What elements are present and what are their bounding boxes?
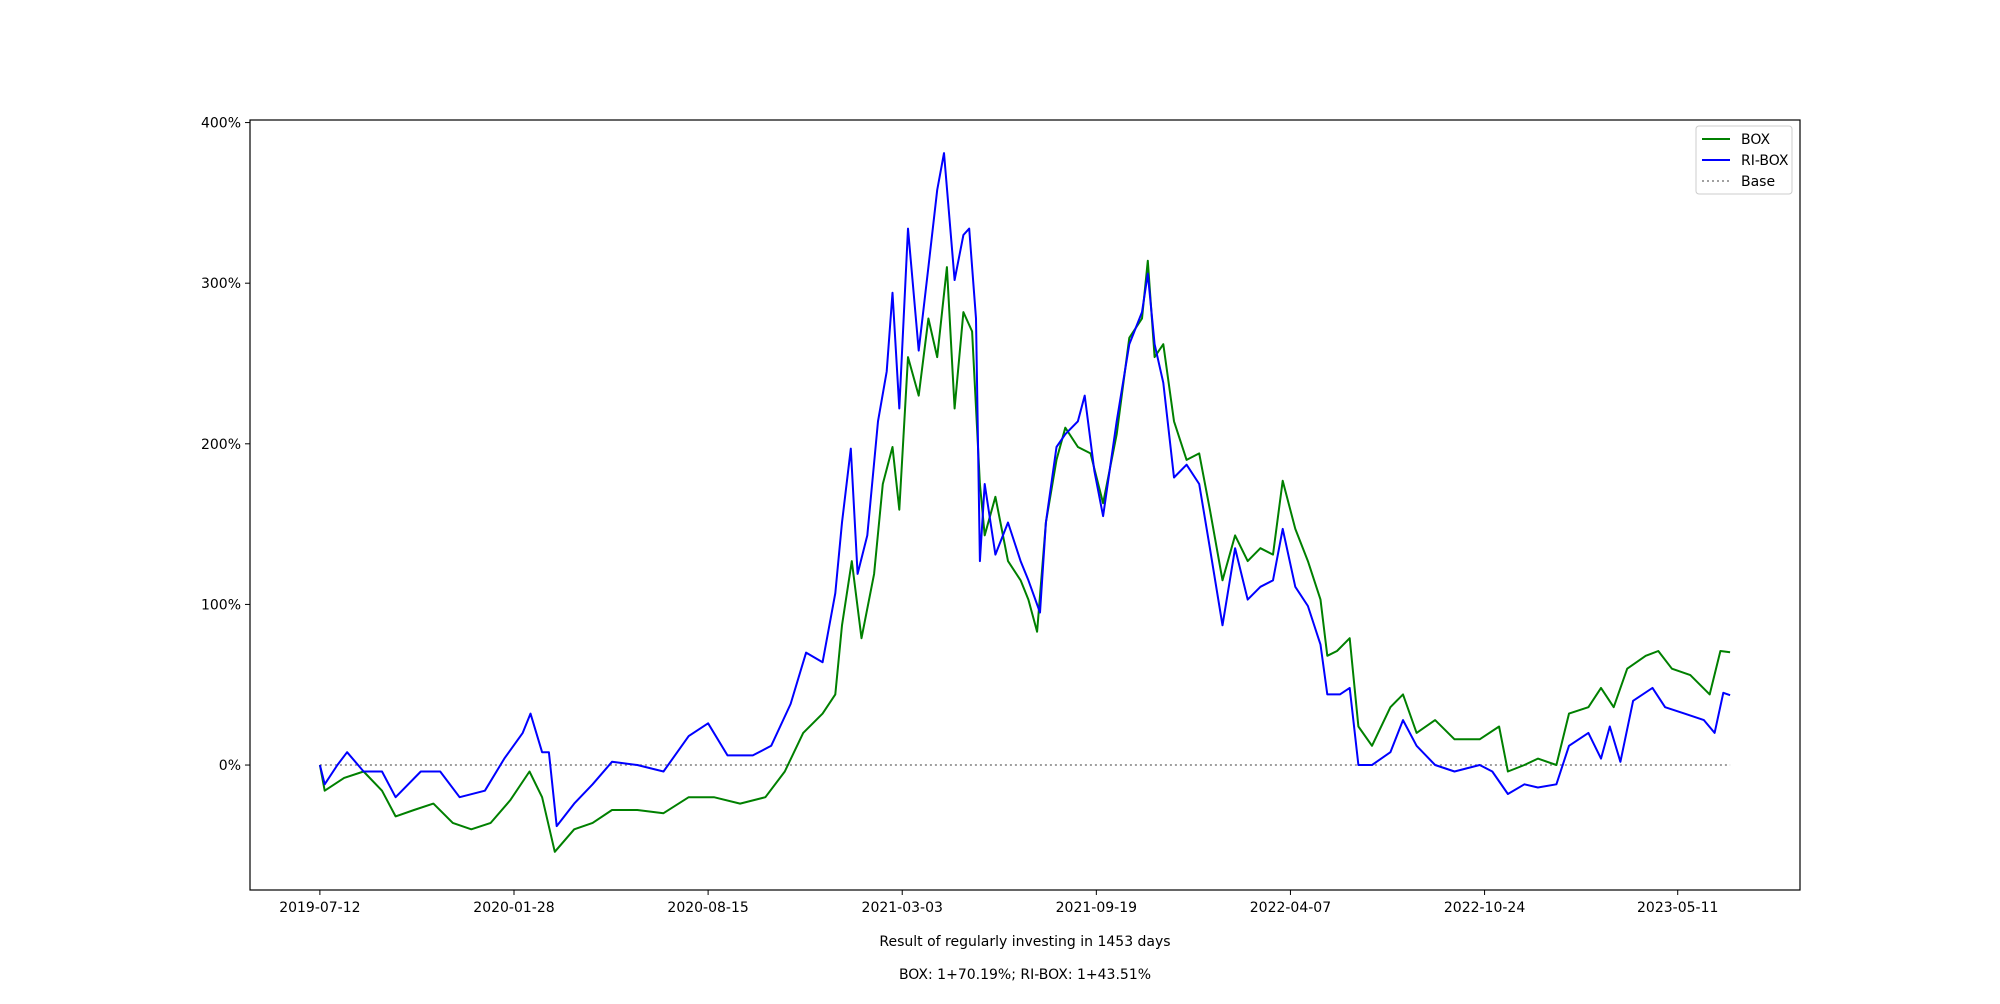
legend-label-box: BOX: [1741, 132, 1770, 148]
x-tick-label: 2022-10-24: [1444, 900, 1525, 916]
legend-label-ri-box: RI-BOX: [1741, 153, 1789, 169]
legend-label-base: Base: [1741, 174, 1775, 190]
y-tick-label: 300%: [201, 276, 241, 292]
x-tick-label: 2023-05-11: [1637, 900, 1718, 916]
y-tick-label: 400%: [201, 116, 241, 132]
x-tick-label: 2021-03-03: [862, 900, 943, 916]
axes-frame: [249, 119, 1801, 891]
x-tick-label: 2022-04-07: [1250, 900, 1331, 916]
x-axis-label: Result of regularly investing in 1453 da…: [879, 934, 1170, 950]
y-tick-label: 100%: [201, 597, 241, 613]
y-tick-label: 200%: [201, 437, 241, 453]
x-tick-label: 2021-09-19: [1056, 900, 1137, 916]
x-tick-label: 2020-01-28: [473, 900, 554, 916]
series-line-ri-box: [318, 152, 1731, 828]
y-tick-label: 0%: [219, 758, 241, 774]
x-tick-label: 2020-08-15: [667, 900, 748, 916]
plot-area: [250, 120, 1800, 890]
x-tick-label: 2019-07-12: [279, 900, 360, 916]
series-line-box: [318, 259, 1731, 853]
chart-subtitle: BOX: 1+70.19%; RI-BOX: 1+43.51%: [899, 967, 1151, 983]
legend: BOX RI-BOX Base: [1695, 125, 1793, 195]
